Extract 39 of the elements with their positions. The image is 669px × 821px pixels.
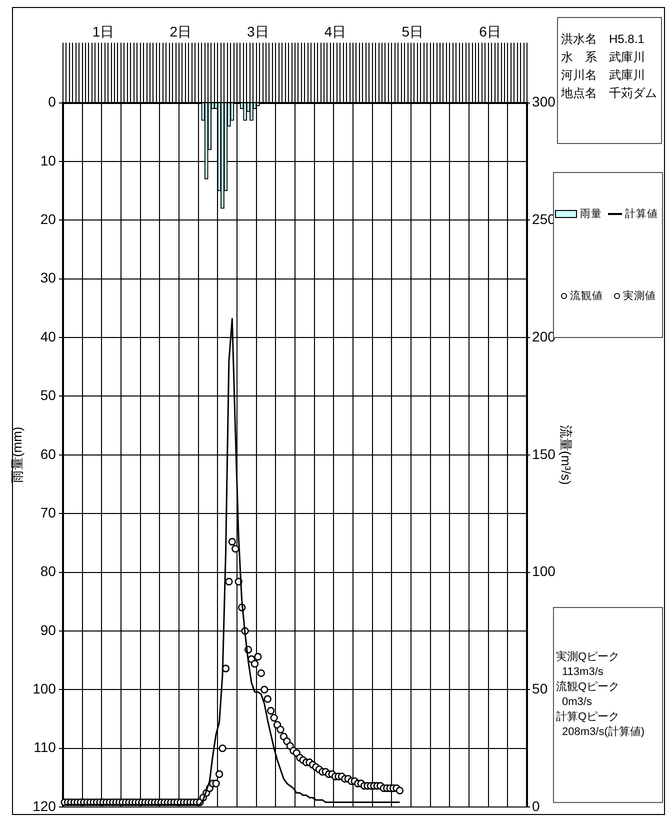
y-tick-label: 0 [48, 94, 56, 110]
legend-label: 計算値 [625, 207, 658, 221]
y2-tick-label: 100 [532, 563, 556, 580]
text: 水 系 武庫川 [561, 49, 646, 66]
y2-axis-title: 流量(m³/s) [558, 424, 574, 485]
y-tick-label: 40 [40, 328, 56, 344]
text: 113m3/s [561, 665, 604, 680]
y-tick-label: 120 [32, 798, 56, 814]
legend-label: 実測値 [623, 289, 656, 303]
x-tick-label: 4日 [324, 23, 346, 40]
y-tick-label: 80 [40, 563, 56, 580]
y-tick-label: 60 [40, 446, 56, 462]
y-tick-label: 70 [40, 504, 56, 520]
x-tick-label: 1日 [92, 23, 114, 40]
y2-tick-label: 0 [532, 798, 540, 814]
text: 0m3/s [561, 695, 593, 710]
y-tick-label: 50 [40, 387, 56, 404]
y2-tick-label: 150 [532, 446, 556, 462]
legend-label: 雨量 [580, 207, 602, 221]
x-tick-label: 3日 [247, 23, 269, 40]
text: 河川名 武庫川 [561, 67, 646, 84]
text: 流観Qピーク [556, 680, 621, 695]
text: 208m3/s(計算値) [561, 725, 646, 740]
text: 実測Qピーク [556, 650, 621, 665]
x-tick-label: 6日 [479, 23, 501, 40]
text: 計算Qピーク [556, 710, 621, 725]
y-tick-label: 90 [40, 622, 56, 638]
text: 地点名 千苅ダム [561, 85, 658, 102]
y2-tick-label: 50 [532, 680, 548, 696]
x-tick-label: 5日 [402, 23, 424, 40]
text: 洪水名 H5.8.1 [561, 31, 646, 48]
y-tick-label: 30 [40, 270, 56, 286]
legend-label: 流観値 [570, 289, 603, 303]
y2-tick-label: 300 [532, 94, 556, 110]
x-tick-label: 2日 [170, 23, 192, 40]
y-tick-label: 10 [40, 152, 56, 168]
y-tick-label: 110 [34, 739, 56, 756]
y-tick-label: 20 [40, 211, 56, 228]
y-tick-label: 100 [32, 680, 56, 696]
